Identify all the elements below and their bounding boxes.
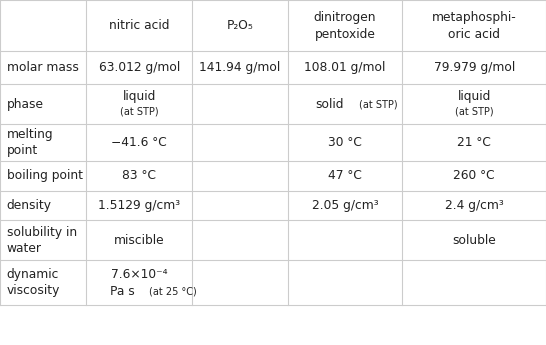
Text: 21 °C: 21 °C <box>457 136 491 149</box>
Text: 47 °C: 47 °C <box>328 169 362 183</box>
Text: 141.94 g/mol: 141.94 g/mol <box>199 61 281 74</box>
Text: (at STP): (at STP) <box>120 107 158 117</box>
Text: (at 25 °C): (at 25 °C) <box>149 286 197 296</box>
Text: 83 °C: 83 °C <box>122 169 156 183</box>
Text: 1.5129 g/cm³: 1.5129 g/cm³ <box>98 199 180 212</box>
Text: 2.05 g/cm³: 2.05 g/cm³ <box>312 199 378 212</box>
Text: (at STP): (at STP) <box>359 99 397 109</box>
Text: 79.979 g/mol: 79.979 g/mol <box>434 61 515 74</box>
Text: (at STP): (at STP) <box>455 107 494 117</box>
Text: nitric acid: nitric acid <box>109 19 169 32</box>
Text: soluble: soluble <box>452 234 496 247</box>
Text: boiling point: boiling point <box>7 169 82 183</box>
Text: phase: phase <box>7 98 44 111</box>
Text: solid: solid <box>316 98 344 111</box>
Text: melting
point: melting point <box>7 128 53 157</box>
Text: −41.6 °C: −41.6 °C <box>111 136 167 149</box>
Text: molar mass: molar mass <box>7 61 79 74</box>
Text: miscible: miscible <box>114 234 164 247</box>
Text: 30 °C: 30 °C <box>328 136 362 149</box>
Text: liquid: liquid <box>458 90 491 103</box>
Text: 2.4 g/cm³: 2.4 g/cm³ <box>445 199 503 212</box>
Text: 7.6×10⁻⁴: 7.6×10⁻⁴ <box>111 268 168 281</box>
Text: density: density <box>7 199 51 212</box>
Text: 63.012 g/mol: 63.012 g/mol <box>99 61 180 74</box>
Text: Pa s: Pa s <box>110 285 135 298</box>
Text: P₂O₅: P₂O₅ <box>227 19 253 32</box>
Text: 260 °C: 260 °C <box>453 169 495 183</box>
Text: dynamic
viscosity: dynamic viscosity <box>7 268 60 297</box>
Text: metaphosphi-
oric acid: metaphosphi- oric acid <box>432 11 517 40</box>
Text: solubility in
water: solubility in water <box>7 226 76 255</box>
Text: dinitrogen
pentoxide: dinitrogen pentoxide <box>314 11 376 40</box>
Text: liquid: liquid <box>122 90 156 103</box>
Text: 108.01 g/mol: 108.01 g/mol <box>304 61 386 74</box>
